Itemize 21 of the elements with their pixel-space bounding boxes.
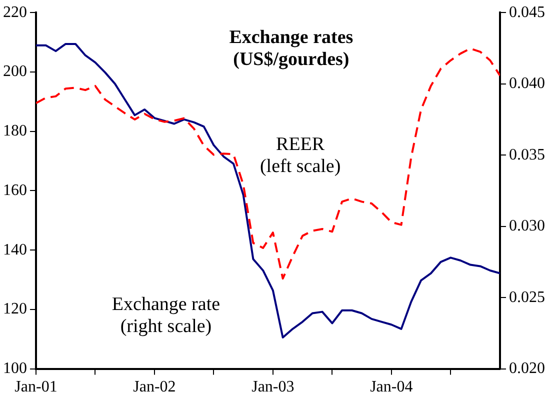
x-tick-label: Jan-01 [14,378,58,396]
line-series [36,48,500,280]
y-tick-label: 160 [3,182,27,199]
text: Exchange rate (right scale) [112,294,220,338]
x-tick-label: Jan-02 [133,378,176,396]
y2-tick-label: 0.040 [509,75,545,92]
y-tick-label: 100 [3,360,27,378]
text: Exchange rates (US$/gourdes) [229,26,354,71]
y2-tick-label: 0.025 [509,288,545,306]
x-tick-label: Jan-03 [252,378,294,396]
y-tick-label: 220 [3,4,27,21]
y-tick-label: 180 [3,122,27,140]
y2-tick-label: 0.045 [509,4,545,21]
x-tick-label: Jan-04 [370,378,413,396]
y2-tick-label: 0.035 [509,146,545,164]
y-tick-label: 140 [3,241,27,258]
y-tick-label: 200 [3,63,27,80]
y2-tick-label: 0.030 [509,218,545,235]
y-tick-label: 120 [3,300,27,318]
series-label: REER (left scale) [260,134,341,178]
y2-tick-label: 0.020 [509,360,545,378]
